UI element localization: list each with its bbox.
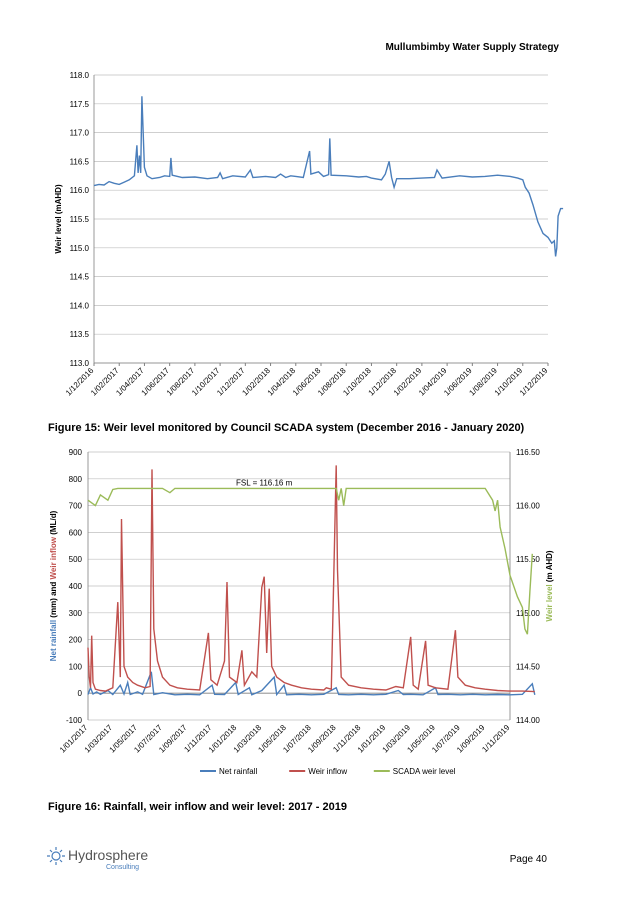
- weir-inflow-line: [87, 465, 535, 693]
- y-tick-label: 117.5: [70, 100, 90, 109]
- y-tick-label: 600: [69, 528, 83, 537]
- y-axis-title-part: (ML/d): [49, 510, 58, 537]
- hydrosphere-logo: Hydrosphere Consulting: [47, 847, 148, 871]
- y-right-tick-label: 114.50: [516, 662, 540, 671]
- weir-level-line: [93, 96, 564, 257]
- net-rainfall-line: [87, 671, 536, 697]
- y-tick-label: 100: [69, 662, 83, 671]
- y-tick-label: 114.5: [70, 273, 90, 282]
- y-tick-label: 113.5: [70, 330, 90, 339]
- x-tick-label: 1/11/2019: [480, 723, 511, 754]
- y-tick-label: 300: [69, 609, 83, 618]
- y-right-axis-title-part: (m AHD): [545, 550, 554, 584]
- y-axis-title: Net rainfall (mm) and Weir inflow (ML/d): [49, 510, 58, 661]
- y-tick-label: 116.0: [70, 186, 90, 195]
- y-axis-title-part: Net rainfall: [49, 620, 58, 661]
- figure-15-caption: Figure 15: Weir level monitored by Counc…: [48, 422, 525, 434]
- y-tick-label: 800: [69, 475, 83, 484]
- y-right-tick-label: 116.50: [516, 448, 540, 457]
- y-tick-label: 115.5: [70, 215, 90, 224]
- rainfall-inflow-chart: -100 0 100 200 300 400 500 600 700 800 900 114.00 11…: [49, 448, 554, 776]
- y-axis-title: Weir level (mAHD): [54, 184, 63, 254]
- scada-weir-level-line: [87, 487, 533, 635]
- y-tick-label: 400: [69, 582, 83, 591]
- sun-icon: [47, 847, 65, 865]
- legend-label: Weir inflow: [308, 767, 347, 776]
- y-right-tick-label: 114.00: [516, 716, 540, 725]
- logo-subtitle-text: Consulting: [106, 864, 139, 871]
- y-tick-label: 0: [78, 689, 83, 698]
- weir-level-chart: 113.0 113.5 114.0 114.5 115.0 115.5 116.0 116.5…: [54, 71, 564, 398]
- page-number: Page 40: [509, 854, 547, 865]
- figure-16-caption: Figure 16: Rainfall, weir inflow and wei…: [48, 801, 347, 813]
- y-tick-label: 700: [69, 502, 83, 511]
- y-tick-label: 114.0: [70, 301, 90, 310]
- y-tick-label: -100: [66, 716, 83, 725]
- legend-label: Net rainfall: [219, 767, 257, 776]
- y-axis-title-part: Weir inflow: [49, 536, 58, 579]
- y-right-tick-label: 116.00: [516, 502, 540, 511]
- legend-label: SCADA weir level: [393, 767, 456, 776]
- y-tick-label: 200: [69, 636, 83, 645]
- y-tick-label: 500: [69, 555, 83, 564]
- y-right-tick-label: 115.50: [516, 555, 540, 564]
- y-axis-title-part: (mm) and: [49, 579, 58, 619]
- y-tick-label: 900: [69, 448, 83, 457]
- y-tick-label: 117.0: [70, 129, 90, 138]
- y-tick-label: 118.0: [70, 71, 90, 80]
- y-tick-label: 115.0: [70, 244, 90, 253]
- page-header: Mullumbimby Water Supply Strategy: [385, 42, 559, 53]
- x-tick-label: 1/12/2019: [518, 366, 550, 398]
- logo-brand-text: Hydrosphere: [68, 847, 148, 863]
- y-right-axis-title-part: Weir level: [545, 584, 554, 621]
- y-tick-label: 113.0: [70, 359, 90, 368]
- y-right-axis-title: Weir level (m AHD): [545, 550, 554, 621]
- fsl-annotation: FSL = 116.16 m: [236, 478, 293, 487]
- y-tick-label: 116.5: [70, 157, 90, 166]
